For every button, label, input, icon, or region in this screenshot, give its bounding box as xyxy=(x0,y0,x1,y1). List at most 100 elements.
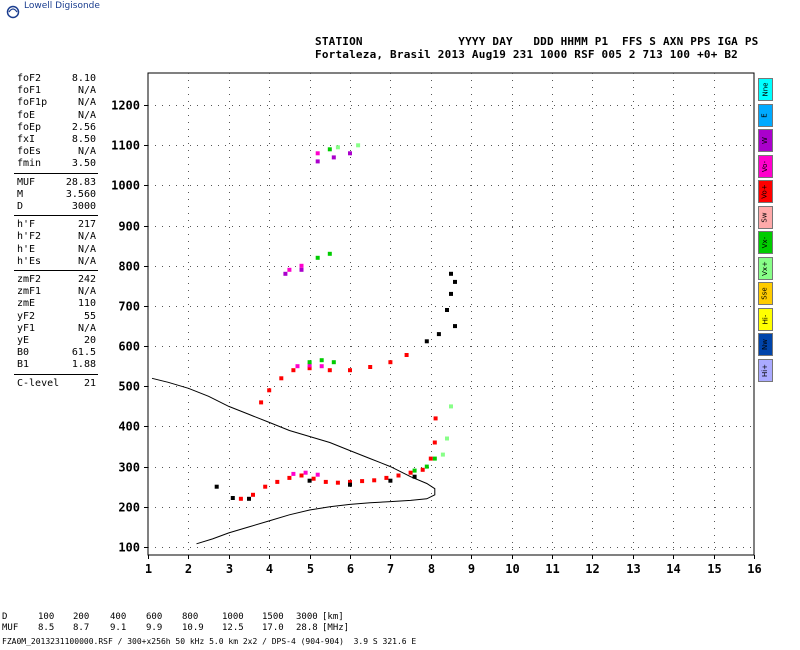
echo-point xyxy=(331,360,336,365)
echo-point xyxy=(315,472,320,477)
muf-value: 8.5 xyxy=(38,623,55,633)
param-name: D xyxy=(17,201,24,212)
digisonde-logo-icon xyxy=(6,5,20,19)
legend-label: Vx- xyxy=(761,236,769,249)
param-row: C-level 21 xyxy=(17,378,96,390)
x-tick-label: 11 xyxy=(545,562,559,576)
echo-point xyxy=(356,143,361,148)
y-tick-label: 600 xyxy=(118,340,140,354)
muf-value: 9.1 xyxy=(110,623,127,633)
echo-point xyxy=(315,255,320,260)
legend-label: Nw xyxy=(761,339,769,350)
param-value: N/A xyxy=(77,286,96,298)
param-name: h'E xyxy=(17,243,36,255)
x-tick-label: 1 xyxy=(145,562,152,576)
echo-point xyxy=(238,496,243,501)
param-row: foEs N/A xyxy=(17,146,96,158)
echo-point xyxy=(283,271,288,276)
muf-value: 10.9 xyxy=(182,623,204,633)
panel-separator xyxy=(14,215,98,217)
param-row: MUF 28.83 xyxy=(17,177,96,189)
param-row: B0 61.5 xyxy=(17,347,96,359)
x-tick-label: 2 xyxy=(185,562,192,576)
param-value: 3000 xyxy=(71,201,96,212)
echo-point xyxy=(412,474,417,479)
echo-point xyxy=(432,456,437,461)
param-value: 21 xyxy=(83,377,96,389)
legend-item: Hi- xyxy=(758,307,773,331)
param-value: 8.50 xyxy=(71,134,96,145)
echo-point xyxy=(335,145,340,150)
x-tick-label: 14 xyxy=(666,562,680,576)
param-value: N/A xyxy=(77,243,96,255)
legend-item: Nw xyxy=(758,333,773,356)
param-row: h'F 217 xyxy=(17,219,96,231)
param-name: zmE xyxy=(17,298,36,310)
param-name: foEs xyxy=(17,146,42,158)
echo-point xyxy=(372,478,377,483)
param-row: fxI 8.50 xyxy=(17,134,96,146)
echo-point xyxy=(440,452,445,457)
param-name: zmF2 xyxy=(17,274,42,285)
echo-point xyxy=(214,484,219,489)
x-tick-label: 15 xyxy=(707,562,721,576)
y-tick-label: 700 xyxy=(118,300,140,314)
legend-item: Vo+ xyxy=(758,180,773,203)
legend-label: Hi+ xyxy=(761,363,770,377)
param-row: foF1 N/A xyxy=(17,85,96,97)
muf-value: 8.7 xyxy=(73,623,90,633)
echo-point xyxy=(384,475,389,480)
param-value: 55 xyxy=(83,310,96,322)
param-row: foF2 8.10 xyxy=(17,73,96,85)
echo-point xyxy=(307,360,312,365)
muf-label: MUF xyxy=(2,623,19,633)
echo-point xyxy=(449,404,453,409)
param-name: foF1p xyxy=(17,97,48,109)
echo-point xyxy=(319,358,324,363)
echo-point xyxy=(348,479,352,484)
echo-point xyxy=(299,263,304,268)
legend-label: Sw xyxy=(760,211,769,223)
echo-point xyxy=(315,159,320,164)
param-name: fmin xyxy=(17,158,42,170)
param-row: yF1 N/A xyxy=(17,323,96,335)
echo-point xyxy=(436,332,441,337)
param-value: N/A xyxy=(77,97,96,109)
echo-point xyxy=(348,368,352,373)
x-tick-label: 7 xyxy=(387,562,394,576)
legend-label: Vo+ xyxy=(761,184,769,199)
param-name: B0 xyxy=(17,347,30,359)
echo-point xyxy=(291,471,296,476)
param-name: h'F xyxy=(17,219,36,231)
x-tick-label: 6 xyxy=(347,562,354,576)
plot-frame xyxy=(147,72,755,556)
echo-point xyxy=(319,364,324,369)
panel-separator xyxy=(14,270,98,271)
param-value: 242 xyxy=(77,274,96,285)
param-name: yE xyxy=(17,335,30,346)
param-row: foF1p N/A xyxy=(17,97,96,109)
legend-item: Nne xyxy=(758,78,773,101)
echo-point xyxy=(331,155,336,160)
param-row: zmF2 242 xyxy=(17,274,96,286)
legend-label: Nne xyxy=(761,82,770,97)
echo-point xyxy=(424,339,429,344)
echo-point xyxy=(247,496,251,501)
param-name: yF1 xyxy=(17,322,36,334)
echo-point xyxy=(267,388,272,393)
echo-point xyxy=(412,468,417,473)
param-value: N/A xyxy=(77,255,96,267)
x-tick-label: 4 xyxy=(266,562,273,576)
echo-point xyxy=(449,291,453,296)
muf-value: 28.8 xyxy=(296,623,318,633)
header-columns: STATION YYYY DAY DDD HHMM P1 FFS S AXN P… xyxy=(315,35,759,48)
echo-point xyxy=(432,440,437,445)
echo-point xyxy=(303,470,308,475)
echo-point xyxy=(428,456,433,461)
distance-value: 100 xyxy=(38,612,55,622)
param-value: 110 xyxy=(77,298,96,310)
legend-item: E xyxy=(758,103,773,127)
y-tick-label: 1200 xyxy=(111,99,140,113)
legend-item: Hi+ xyxy=(758,358,773,382)
